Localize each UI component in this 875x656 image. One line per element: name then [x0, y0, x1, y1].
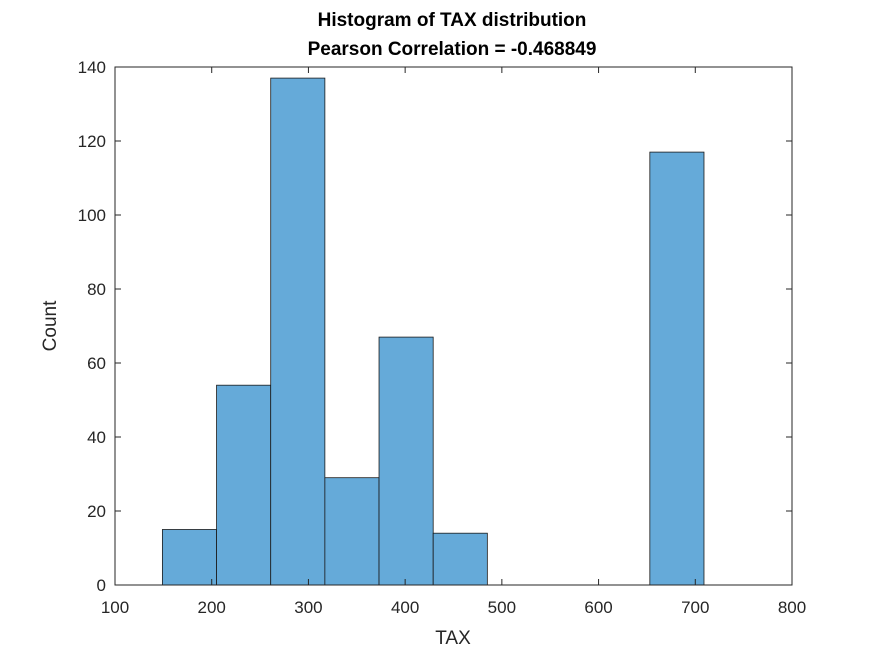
x-ticks-group: 100 200 300 400 500 600 700 800: [101, 67, 806, 617]
x-tick-label: 500: [488, 598, 516, 617]
chart-subtitle: Pearson Correlation = -0.468849: [308, 39, 597, 60]
histogram-bar: [216, 384, 272, 586]
histogram-bar: [378, 336, 434, 586]
histogram-bar: [270, 77, 326, 586]
histogram-bar: [324, 477, 380, 586]
bars-group: [161, 77, 705, 586]
x-axis-label: TAX: [435, 628, 471, 649]
x-tick-label: 600: [584, 598, 612, 617]
y-tick-label: 40: [87, 428, 106, 447]
x-tick-label: 300: [294, 598, 322, 617]
y-tick-label: 60: [87, 354, 106, 373]
x-tick-label: 800: [778, 598, 806, 617]
y-tick-label: 140: [78, 58, 106, 77]
plot-frame: [114, 66, 793, 586]
y-ticks-group: 0 20 40 60 80 100 120 140: [78, 58, 792, 595]
x-tick-label: 200: [198, 598, 226, 617]
chart-title: Histogram of TAX distribution: [318, 10, 587, 31]
histogram-bar: [649, 151, 705, 586]
y-tick-label: 20: [87, 502, 106, 521]
histogram-bar: [161, 529, 217, 586]
x-tick-label: 400: [391, 598, 419, 617]
x-tick-label: 100: [101, 598, 129, 617]
y-tick-label: 120: [78, 132, 106, 151]
y-tick-label: 80: [87, 280, 106, 299]
axes-group: [114, 66, 793, 586]
y-tick-label: 100: [78, 206, 106, 225]
histogram-bar: [432, 532, 488, 586]
x-tick-label: 700: [681, 598, 709, 617]
y-tick-label: 0: [97, 576, 106, 595]
y-axis-label: Count: [40, 300, 61, 351]
